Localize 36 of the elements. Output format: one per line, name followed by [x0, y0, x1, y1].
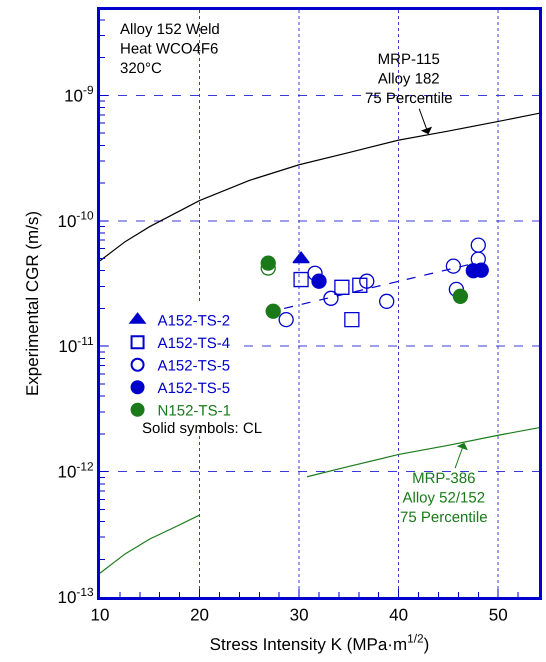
point	[470, 237, 486, 253]
point	[452, 288, 468, 304]
point	[293, 272, 309, 288]
point	[278, 312, 294, 328]
y-tick-label: 10$^{-9}$	[64, 83, 94, 106]
legend-label: A152-TS-2	[158, 312, 230, 330]
x-tick-label: 50	[488, 605, 508, 624]
point	[359, 274, 374, 289]
point	[260, 255, 276, 271]
y-tick-label: 10$^{-12}$	[57, 459, 94, 482]
x-tick-label: 10	[90, 605, 110, 624]
point	[334, 280, 350, 295]
y-tick-label: 10$^{-10}$	[57, 208, 94, 231]
annotation: MRP-115 Alloy 182 75 Percentile	[365, 51, 453, 107]
y-axis-title: Experimental CGR (m/s)	[23, 210, 42, 396]
x-axis-title: Stress Intensity K (MPa·m$^{1/2}$)	[210, 632, 430, 654]
line-series	[100, 112, 539, 262]
point	[344, 312, 360, 328]
point	[311, 274, 327, 289]
legend-label: A152-TS-5	[158, 380, 230, 398]
y-tick-label: 10$^{-11}$	[58, 334, 94, 356]
x-tick-label: 30	[290, 605, 309, 624]
legend-label: A152-TS-5	[158, 358, 230, 375]
point	[266, 304, 281, 319]
y-tick-label: 10$^{-13}$	[57, 584, 94, 607]
point	[446, 258, 462, 274]
point	[323, 290, 339, 306]
legend-label: A152-TS-4	[158, 335, 230, 352]
x-tick-label: 40	[389, 605, 408, 624]
x-tick-label: 20	[190, 605, 210, 624]
annotation: Solid symbols: CL	[142, 420, 262, 437]
annotation: MRP-386 Alloy 52/152 75 Percentile	[400, 470, 488, 526]
point	[379, 294, 394, 309]
annotation: Alloy 152 Weld Heat WCO4F6 320°C	[120, 21, 220, 77]
point	[352, 278, 368, 293]
legend-label: N152-TS-1	[158, 402, 231, 420]
